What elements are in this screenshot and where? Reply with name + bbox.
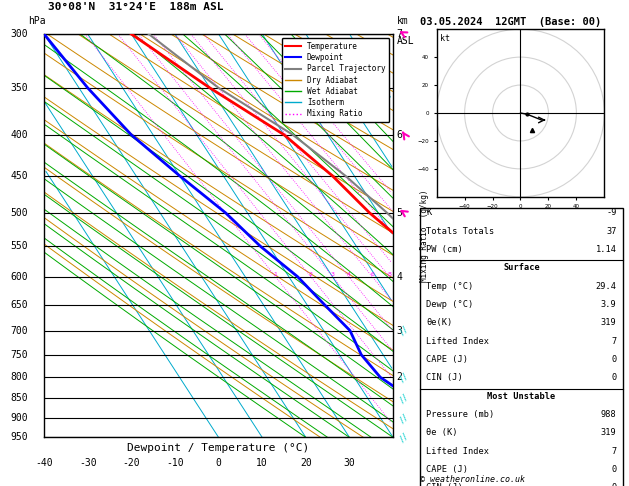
Text: CAPE (J): CAPE (J)	[426, 355, 468, 364]
Text: CIN (J): CIN (J)	[426, 483, 463, 486]
Text: 319: 319	[601, 318, 616, 327]
Text: -20: -20	[123, 458, 140, 468]
Text: 450: 450	[11, 171, 28, 181]
Text: 7: 7	[611, 447, 616, 455]
Text: 03.05.2024  12GMT  (Base: 00): 03.05.2024 12GMT (Base: 00)	[420, 17, 601, 27]
Text: 5: 5	[397, 208, 403, 218]
Text: 29.4: 29.4	[596, 281, 616, 291]
Text: 500: 500	[11, 208, 28, 218]
Text: 10: 10	[257, 458, 268, 468]
Text: hPa: hPa	[28, 16, 46, 26]
Text: //: //	[398, 392, 411, 405]
Text: 550: 550	[11, 241, 28, 251]
Text: 750: 750	[11, 349, 28, 360]
Text: 300: 300	[11, 29, 28, 39]
Text: 3.9: 3.9	[601, 300, 616, 309]
Text: Totals Totals: Totals Totals	[426, 226, 494, 236]
Text: Lifted Index: Lifted Index	[426, 447, 489, 455]
Text: 988: 988	[601, 410, 616, 419]
Text: -9: -9	[606, 208, 616, 217]
Text: -40: -40	[35, 458, 53, 468]
Text: Temp (°C): Temp (°C)	[426, 281, 474, 291]
Text: 7: 7	[611, 337, 616, 346]
Text: -30: -30	[79, 458, 96, 468]
Text: Most Unstable: Most Unstable	[487, 392, 555, 400]
Text: 850: 850	[11, 394, 28, 403]
Text: 700: 700	[11, 326, 28, 335]
Text: PW (cm): PW (cm)	[426, 245, 463, 254]
Text: ASL: ASL	[397, 36, 415, 46]
Text: 7: 7	[397, 29, 403, 39]
Text: 350: 350	[11, 83, 28, 93]
Text: 30: 30	[343, 458, 355, 468]
Text: 0: 0	[611, 483, 616, 486]
Text: CIN (J): CIN (J)	[426, 373, 463, 382]
Text: 3: 3	[397, 326, 403, 335]
Text: 20: 20	[300, 458, 312, 468]
Text: 37: 37	[606, 226, 616, 236]
Text: 1: 1	[274, 272, 277, 277]
Text: CAPE (J): CAPE (J)	[426, 465, 468, 474]
Text: Dewp (°C): Dewp (°C)	[426, 300, 474, 309]
Text: 30°08'N  31°24'E  188m ASL: 30°08'N 31°24'E 188m ASL	[48, 2, 223, 12]
Text: 0: 0	[611, 355, 616, 364]
Text: θe (K): θe (K)	[426, 428, 458, 437]
Text: 600: 600	[11, 272, 28, 281]
Text: θe(K): θe(K)	[426, 318, 452, 327]
Text: -10: -10	[166, 458, 184, 468]
Text: 2: 2	[309, 272, 313, 277]
Text: 319: 319	[601, 428, 616, 437]
Text: 950: 950	[11, 433, 28, 442]
Text: 2: 2	[397, 372, 403, 382]
Text: 800: 800	[11, 372, 28, 382]
Text: 400: 400	[11, 130, 28, 139]
Text: 0: 0	[611, 373, 616, 382]
Text: 4: 4	[397, 272, 403, 281]
Text: © weatheronline.co.uk: © weatheronline.co.uk	[420, 474, 525, 484]
Text: Surface: Surface	[503, 263, 540, 272]
Legend: Temperature, Dewpoint, Parcel Trajectory, Dry Adiabat, Wet Adiabat, Isotherm, Mi: Temperature, Dewpoint, Parcel Trajectory…	[282, 38, 389, 122]
Text: K: K	[426, 208, 431, 217]
Text: 3: 3	[331, 272, 335, 277]
Text: 650: 650	[11, 299, 28, 310]
Text: 6: 6	[370, 272, 374, 277]
Text: 0: 0	[216, 458, 221, 468]
Text: //: //	[398, 412, 411, 425]
Text: Lifted Index: Lifted Index	[426, 337, 489, 346]
Text: //: //	[398, 431, 411, 444]
Text: //: //	[398, 324, 411, 337]
Text: 1.14: 1.14	[596, 245, 616, 254]
Text: km: km	[397, 16, 408, 26]
Text: 6: 6	[397, 130, 403, 139]
Text: 8: 8	[387, 272, 391, 277]
Text: Mixing Ratio  (g/kg): Mixing Ratio (g/kg)	[420, 190, 429, 282]
Text: 900: 900	[11, 414, 28, 423]
X-axis label: Dewpoint / Temperature (°C): Dewpoint / Temperature (°C)	[128, 443, 309, 453]
Text: 4: 4	[347, 272, 351, 277]
Text: Pressure (mb): Pressure (mb)	[426, 410, 494, 419]
Text: 0: 0	[611, 465, 616, 474]
Text: kt: kt	[440, 34, 450, 43]
Text: //: //	[398, 370, 411, 384]
